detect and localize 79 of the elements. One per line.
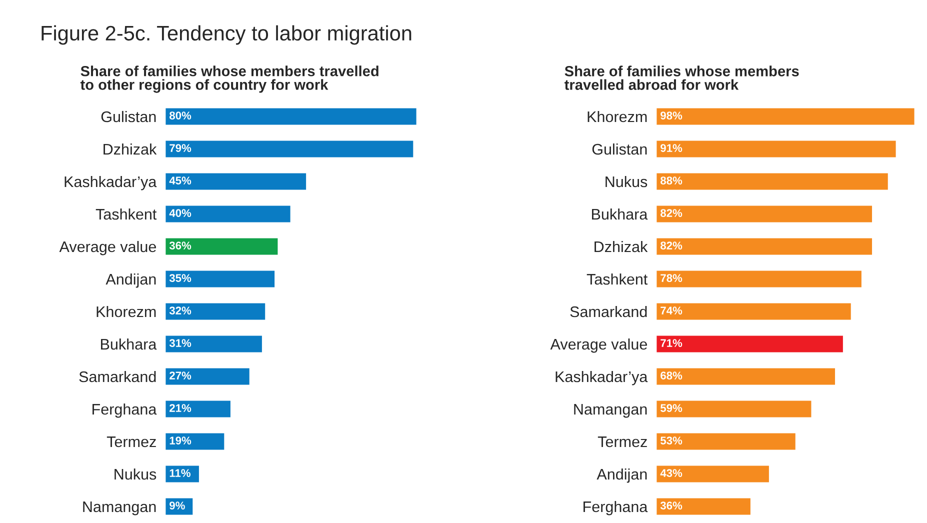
- data-label: 32%: [169, 306, 192, 314]
- data-label: 21%: [170, 404, 192, 412]
- data-label: 27%: [170, 372, 192, 380]
- chart-subtitle: Share of families whose members travelled to other regions of country for work: [80, 66, 378, 93]
- bar: [656, 432, 797, 452]
- bar: [165, 366, 251, 386]
- y-tick-label: Gulistan: [101, 110, 156, 122]
- data-label: 82%: [660, 209, 682, 217]
- data-label: 91%: [660, 144, 682, 152]
- data-label: 80%: [170, 112, 192, 120]
- bar: [656, 366, 836, 386]
- data-label: 98%: [660, 112, 682, 120]
- y-tick-label: Samarkand: [570, 306, 647, 318]
- bar: [656, 236, 874, 256]
- data-label: 45%: [169, 176, 192, 184]
- data-label: 31%: [169, 339, 192, 347]
- data-label: 79%: [170, 144, 192, 152]
- data-label: 19%: [170, 436, 192, 444]
- y-tick-label: Bukhara: [592, 208, 648, 220]
- bar: [656, 172, 890, 192]
- bar: [656, 139, 898, 159]
- bar: [656, 106, 915, 126]
- y-tick-label: Nukus: [114, 468, 156, 480]
- y-tick-label: Khorezm: [588, 110, 647, 122]
- bar: [165, 269, 276, 289]
- bar: [656, 269, 863, 289]
- data-label: 88%: [660, 176, 682, 184]
- data-label: 53%: [660, 436, 682, 444]
- data-label: 74%: [660, 306, 682, 314]
- bar: [165, 204, 292, 224]
- y-tick-label: Dzhizak: [594, 240, 648, 252]
- data-label: 36%: [169, 242, 192, 250]
- data-label: 71%: [660, 339, 682, 347]
- data-label: 36%: [660, 502, 682, 510]
- y-tick-label: Tashkent: [586, 273, 648, 285]
- data-label: 40%: [169, 209, 192, 217]
- data-label: 9%: [170, 502, 185, 510]
- y-tick-label: Dzhizak: [104, 143, 157, 155]
- y-tick-label: Andijan: [596, 468, 647, 483]
- y-tick-label: Termez: [598, 436, 647, 448]
- y-tick-label: Nukus: [606, 176, 648, 188]
- y-tick-label: Kashkadar’ya: [64, 176, 157, 190]
- bar: [656, 464, 770, 484]
- bar: [165, 106, 417, 126]
- y-tick-label: Tashkent: [96, 208, 157, 220]
- y-tick-label: Average value: [59, 240, 156, 256]
- data-label: 78%: [660, 274, 682, 282]
- y-tick-label: Bukhara: [101, 338, 157, 350]
- chart-title: Figure 2-5c. Tendency to labor migration: [42, 25, 412, 45]
- bar: [656, 334, 844, 354]
- data-label: 35%: [169, 274, 192, 282]
- y-tick-label: Khorezm: [96, 306, 156, 318]
- y-tick-label: Andijan: [106, 273, 156, 288]
- bar: [165, 236, 280, 256]
- data-label: 68%: [660, 372, 682, 380]
- data-label: 43%: [660, 469, 682, 477]
- chart-subtitle: Share of families whose members travelled abroad for work: [564, 66, 799, 90]
- bar: [165, 302, 266, 322]
- y-tick-label: Gulistan: [592, 143, 647, 155]
- y-tick-label: Ferghana: [92, 403, 157, 418]
- y-tick-label: Termez: [106, 436, 156, 448]
- data-label: 59%: [660, 404, 682, 412]
- bar: [656, 302, 852, 322]
- bar: [165, 139, 415, 159]
- y-tick-label: Namangan: [574, 404, 647, 418]
- bar: [165, 432, 226, 452]
- y-tick-label: Average value: [550, 338, 647, 353]
- y-tick-label: Kashkadar’ya: [556, 370, 648, 386]
- y-tick-label: Ferghana: [584, 500, 648, 516]
- bar: [656, 399, 813, 419]
- bar: [165, 172, 308, 192]
- data-label: 11%: [170, 469, 190, 477]
- bar: [656, 496, 752, 516]
- y-tick-label: Samarkand: [79, 370, 156, 382]
- y-tick-label: Namangan: [83, 502, 156, 516]
- bar: [165, 334, 264, 354]
- bar: [656, 204, 874, 224]
- bar: [165, 399, 232, 419]
- data-label: 82%: [660, 242, 682, 250]
